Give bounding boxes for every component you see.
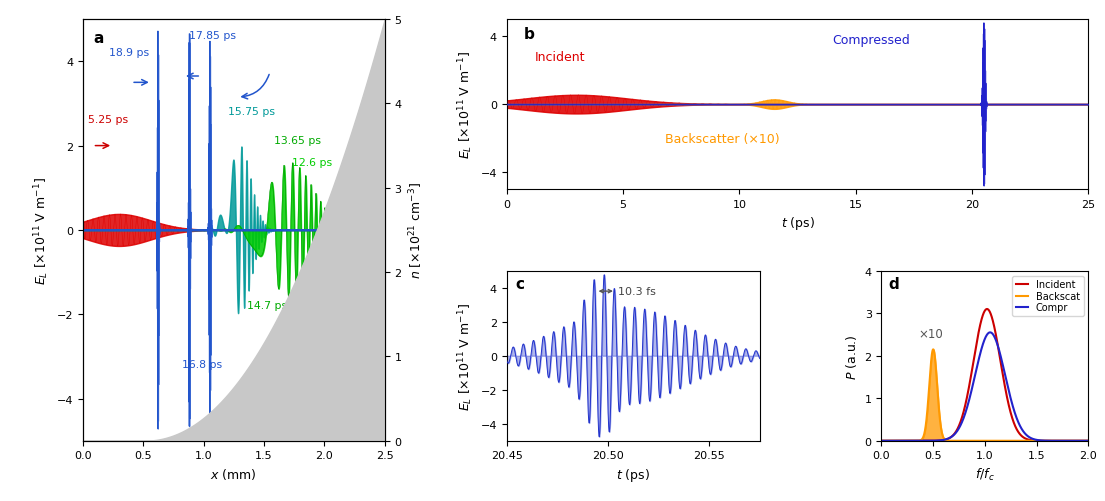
Backscat [875,438,888,444]
Text: Incident: Incident [535,51,585,64]
Backscat [885,438,898,444]
Y-axis label: $n$ [$\times 10^{21}$ cm$^{-3}$]: $n$ [$\times 10^{21}$ cm$^{-3}$] [407,182,424,279]
Text: 14.7 ps: 14.7 ps [248,300,287,310]
X-axis label: $f/f_c$: $f/f_c$ [975,466,994,482]
Text: Compressed: Compressed [832,34,911,47]
Compr [1076,438,1090,444]
Text: d: d [888,276,899,291]
X-axis label: $t$ (ps): $t$ (ps) [780,215,814,232]
Text: 18.9 ps: 18.9 ps [109,48,149,58]
Y-axis label: $E_L$ [$\times 10^{11}$ V m$^{-1}$]: $E_L$ [$\times 10^{11}$ V m$^{-1}$] [32,177,51,284]
Compr [875,438,888,444]
Line: Incident: Incident [882,310,1088,441]
Incident [980,307,993,313]
Backscat [976,438,989,444]
Incident [875,438,888,444]
Text: 13.65 ps: 13.65 ps [274,136,320,146]
Text: a: a [94,31,104,46]
Compr [970,366,983,372]
Text: 16.8 ps: 16.8 ps [182,359,222,369]
Text: 12.6 ps: 12.6 ps [292,157,332,167]
Text: $n_h$: $n_h$ [336,273,350,285]
Backscat [1082,438,1095,444]
Incident [976,315,989,321]
Text: c: c [515,276,525,291]
Legend: Incident, Backscat, Compr: Incident, Backscat, Compr [1012,276,1084,317]
Y-axis label: $E_L$ [$\times 10^{11}$ V m$^{-1}$]: $E_L$ [$\times 10^{11}$ V m$^{-1}$] [456,51,475,159]
Incident [1038,438,1051,444]
Text: 10.3 fs: 10.3 fs [618,286,655,296]
Compr [885,438,898,444]
Text: $n_l$: $n_l$ [317,324,328,335]
Line: Compr: Compr [882,333,1088,441]
Compr [983,330,997,336]
Text: Backscatter (×10): Backscatter (×10) [665,132,779,145]
Backscat [1038,438,1051,444]
Backscat [1078,438,1092,444]
Incident [1082,438,1095,444]
Backscat [1076,438,1090,444]
Compr [1076,438,1090,444]
Text: b: b [524,27,535,42]
Line: Backscat: Backscat [882,350,1088,441]
Backscat [1076,438,1090,444]
Backscat [927,347,940,353]
Compr [1082,438,1095,444]
Text: 15.75 ps: 15.75 ps [228,107,275,117]
Incident [1076,438,1090,444]
Incident [970,340,983,346]
X-axis label: $x$ (mm): $x$ (mm) [210,466,257,481]
Text: Plasma: Plasma [270,382,313,395]
Compr [976,344,989,350]
Compr [1038,438,1051,444]
Text: 5.25 ps: 5.25 ps [87,115,128,125]
Text: 17.85 ps: 17.85 ps [189,31,236,41]
Incident [885,438,898,444]
Backscat [970,438,983,444]
X-axis label: $t$ (ps): $t$ (ps) [617,466,650,483]
Y-axis label: $P$ (a.u.): $P$ (a.u.) [844,333,859,379]
Text: ×10: ×10 [918,327,944,340]
Incident [1076,438,1090,444]
Y-axis label: $E_L$ [$\times 10^{11}$ V m$^{-1}$]: $E_L$ [$\times 10^{11}$ V m$^{-1}$] [456,302,475,410]
